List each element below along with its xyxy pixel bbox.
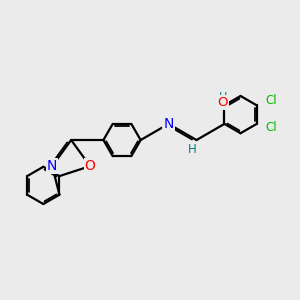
Text: O: O — [218, 96, 228, 109]
Text: Cl: Cl — [266, 94, 277, 107]
Text: O: O — [85, 159, 95, 173]
Text: H: H — [188, 143, 197, 156]
Text: H: H — [219, 92, 227, 102]
Text: N: N — [47, 159, 57, 173]
Text: N: N — [164, 117, 174, 131]
Text: Cl: Cl — [266, 121, 277, 134]
